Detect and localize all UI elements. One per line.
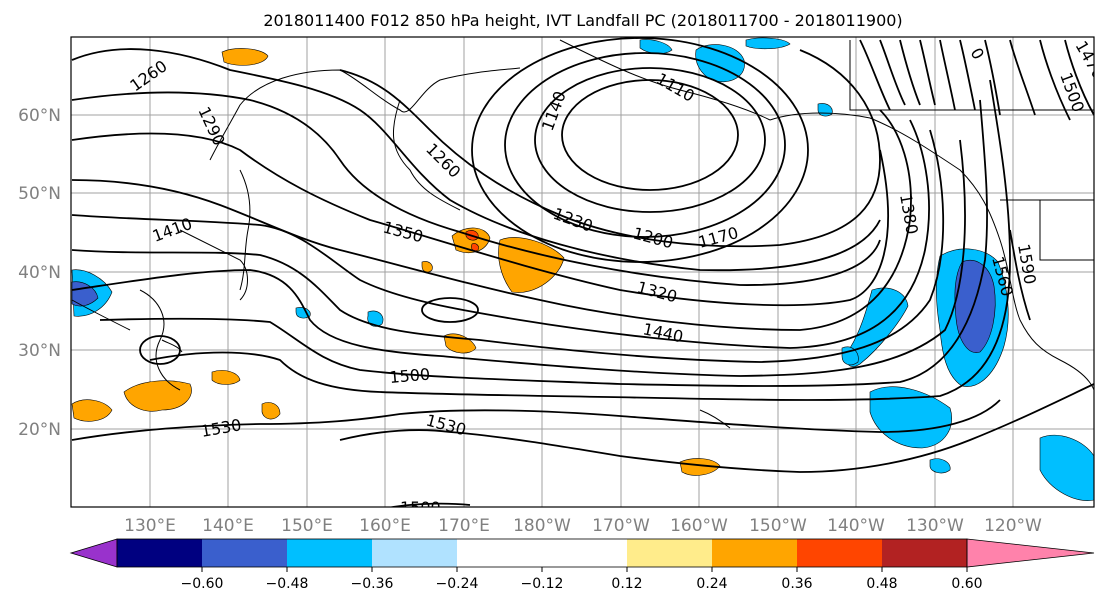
map-content: 1260 1290 1260 1410 1350 1230 1200 1170 … [71, 37, 1094, 517]
colorbar-extend-right [966, 538, 1095, 568]
map-frame [70, 36, 1095, 508]
colorbar-tick-label: 0.12 [611, 576, 642, 592]
height-contours [71, 37, 1094, 507]
colorbar-extend-left [69, 538, 118, 568]
colorbar-segment [287, 539, 372, 567]
colorbar-segment [457, 539, 542, 567]
colorbar-segment [627, 539, 712, 567]
colorbar-segment [882, 539, 967, 567]
lon-label: 160°E [359, 516, 411, 536]
lon-label: 140°W [827, 516, 885, 536]
colorbar-ticks: −0.60 −0.48 −0.36 −0.24 −0.12 0.12 0.24 … [181, 567, 983, 592]
coastlines [71, 39, 1094, 429]
lat-label: 60°N [18, 106, 61, 126]
lon-label: 130°E [124, 516, 176, 536]
colorbar-tick-label: −0.12 [521, 576, 564, 592]
lon-label: 170°W [592, 516, 650, 536]
lon-label: 130°W [906, 516, 964, 536]
lon-label: 160°W [670, 516, 728, 536]
colorbar-tick-label: −0.24 [436, 576, 479, 592]
colorbar-tick-label: 0.60 [951, 576, 982, 592]
lat-label: 50°N [18, 184, 61, 204]
lon-label: 180°W [513, 516, 571, 536]
colorbar-tick-label: −0.36 [351, 576, 394, 592]
lat-label: 30°N [18, 341, 61, 361]
colorbar-segment [797, 539, 882, 567]
colorbar-tick-label: 0.24 [696, 576, 727, 592]
contour-label: 1500 [400, 498, 441, 517]
figure-title: 2018011400 F012 850 hPa height, IVT Land… [263, 11, 902, 30]
lon-label: 170°E [438, 516, 490, 536]
lon-label: 140°E [202, 516, 254, 536]
latitude-labels: 60°N 50°N 40°N 30°N 20°N [18, 106, 61, 440]
contour-label: 1500 [389, 365, 431, 387]
lon-label: 150°E [281, 516, 333, 536]
colorbar-segment [372, 539, 457, 567]
colorbar-tick-label: −0.48 [266, 576, 309, 592]
longitude-labels: 130°E 140°E 150°E 160°E 170°E 180°W 170°… [124, 516, 1042, 536]
colorbar-tick-label: −0.60 [181, 576, 224, 592]
colorbar-tick-label: 0.48 [866, 576, 897, 592]
lat-label: 20°N [18, 420, 61, 440]
colorbar-segment [117, 539, 202, 567]
lon-label: 150°W [749, 516, 807, 536]
colorbar-tick-label: 0.36 [781, 576, 812, 592]
lon-label: 120°W [984, 516, 1042, 536]
colorbar: −0.60 −0.48 −0.36 −0.24 −0.12 0.12 0.24 … [69, 538, 1095, 592]
ivt-shading [71, 37, 1094, 501]
lat-label: 40°N [18, 263, 61, 283]
colorbar-segment [202, 539, 287, 567]
colorbar-segment [712, 539, 797, 567]
colorbar-segment [542, 539, 627, 567]
